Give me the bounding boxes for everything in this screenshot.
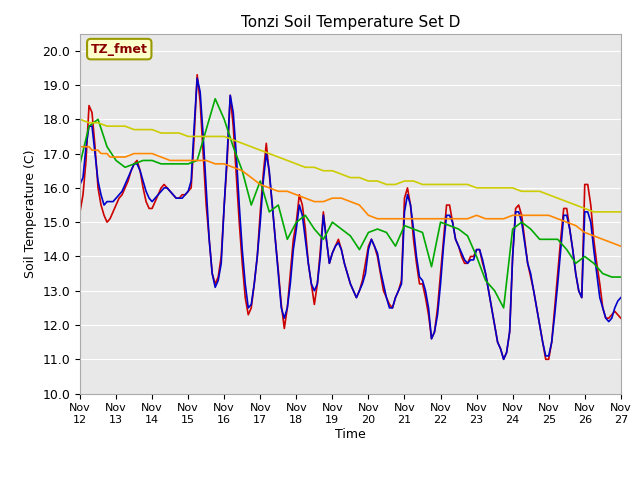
X-axis label: Time: Time — [335, 428, 366, 441]
Text: TZ_fmet: TZ_fmet — [91, 43, 148, 56]
Title: Tonzi Soil Temperature Set D: Tonzi Soil Temperature Set D — [241, 15, 460, 30]
Y-axis label: Soil Temperature (C): Soil Temperature (C) — [24, 149, 37, 278]
